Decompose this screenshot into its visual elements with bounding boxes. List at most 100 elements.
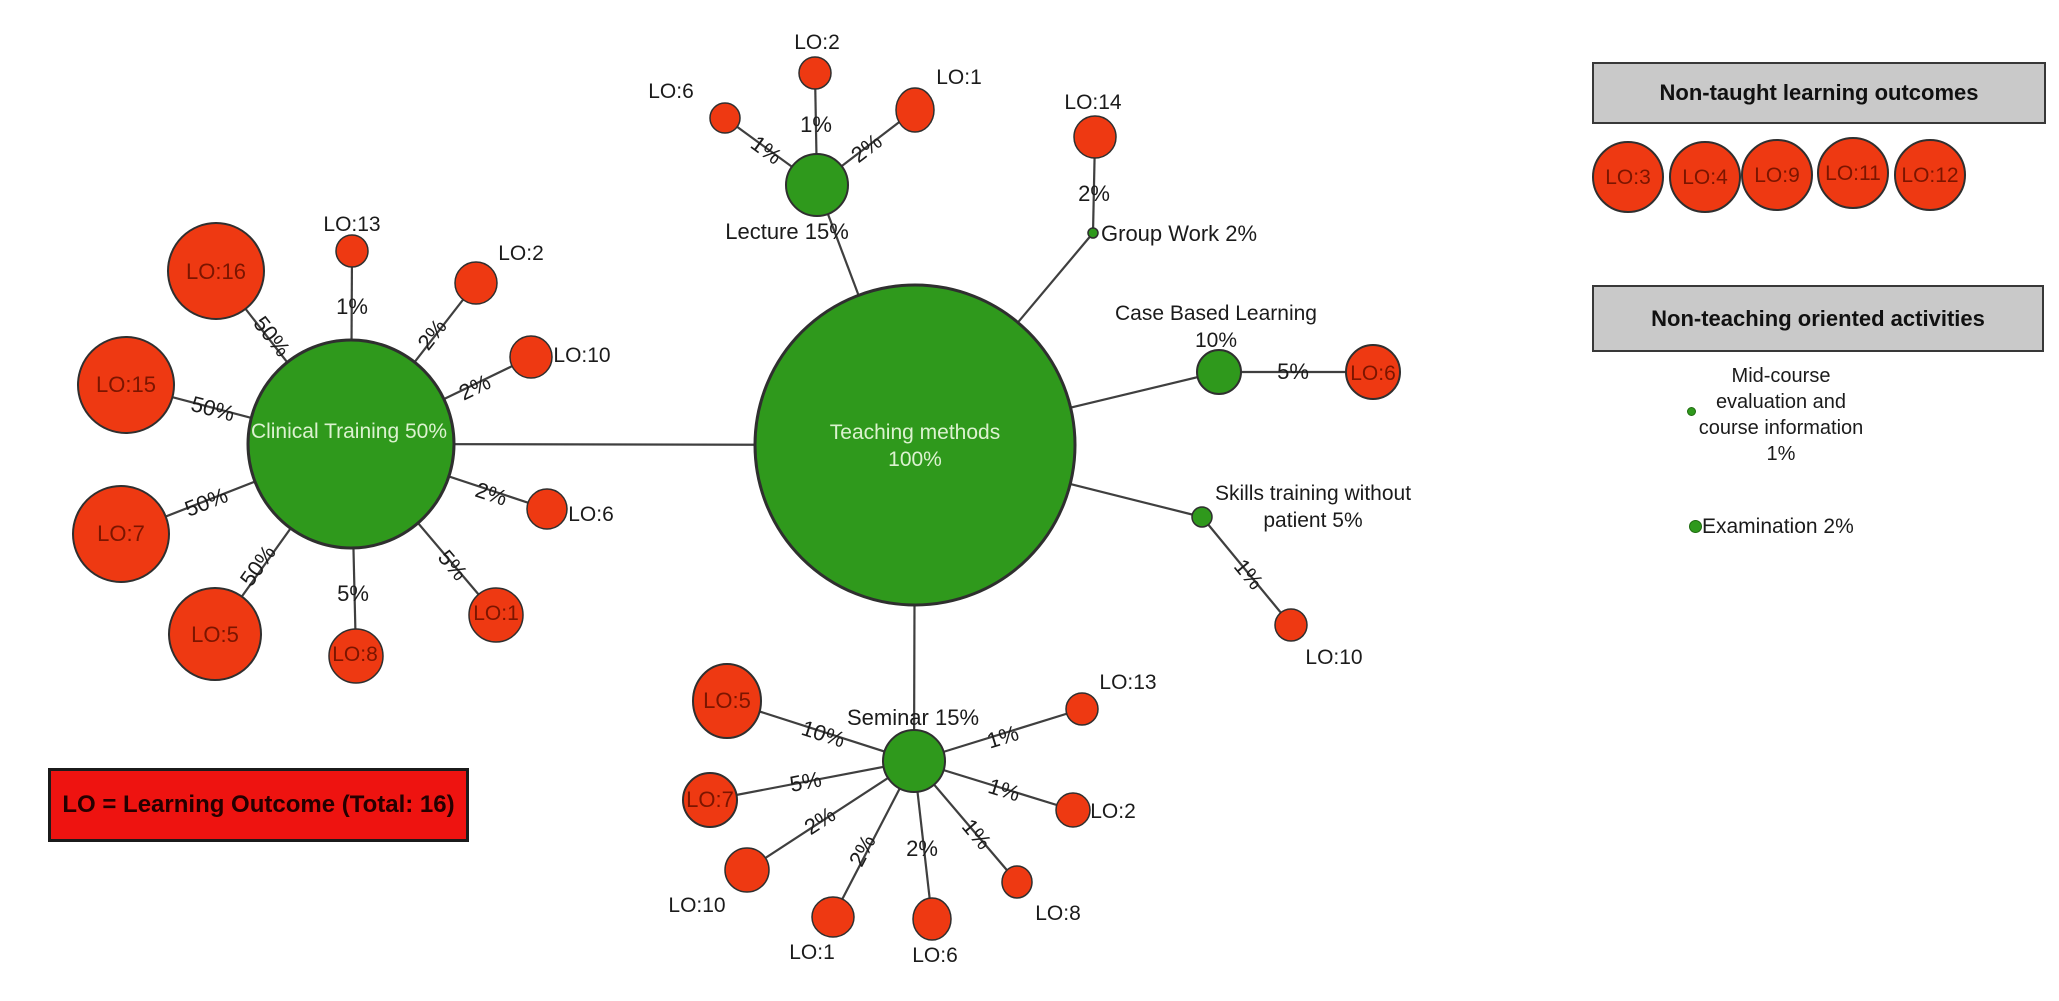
node-label-n11: LO:11 [1825, 162, 1881, 185]
edge-label-lecture-l1: 2% [846, 128, 886, 167]
node-label-cbl-1: 10% [1195, 329, 1237, 352]
edge-label-skills-sk10: 1% [1229, 554, 1269, 594]
node-c1 [468, 587, 524, 643]
non-teaching-panel-header: Non-teaching oriented activities [1592, 285, 2044, 352]
node-l2 [798, 56, 832, 90]
node-label-sk10: LO:10 [1305, 646, 1362, 669]
node-c10 [509, 335, 553, 379]
node-label-s1: LO:1 [789, 941, 835, 964]
node-label-groupwork: Group Work 2% [1101, 221, 1257, 246]
node-label-c16: LO:16 [186, 259, 246, 284]
node-s13 [1065, 692, 1099, 726]
node-label-skills-1: patient 5% [1263, 509, 1362, 532]
edge-label-seminar-s5: 10% [799, 715, 849, 752]
edge-label-cbl-cb6: 5% [1277, 359, 1309, 384]
node-label-s10: LO:10 [668, 894, 725, 917]
node-label-skills-0: Skills training without [1215, 482, 1411, 505]
edge-label-seminar-s6: 2% [906, 836, 938, 861]
edge-label-seminar-s10: 2% [800, 802, 840, 840]
edge-skills-sk10 [1201, 516, 1292, 626]
node-label-teaching-0: Teaching methods [830, 421, 1000, 444]
node-label-s8: LO:8 [1035, 902, 1081, 925]
node-groupwork [1087, 227, 1099, 239]
lo-legend-box: LO = Learning Outcome (Total: 16) [48, 768, 469, 842]
edge-label-clinical-c10: 2% [455, 369, 495, 405]
node-label-cb6: LO:6 [1350, 362, 1396, 385]
edge-label-clinical-c15: 50% [188, 391, 237, 426]
node-s5 [692, 663, 762, 739]
examination-annotation: Examination 2% [1702, 515, 1854, 538]
edge-label-lecture-l6: 1% [746, 130, 786, 169]
node-c15 [77, 336, 175, 434]
edge-label-seminar-s7: 5% [788, 766, 824, 797]
edge-seminar-s7 [709, 759, 915, 802]
node-c16 [167, 222, 265, 320]
lo-legend-text: LO = Learning Outcome (Total: 16) [62, 791, 455, 818]
node-label-lecture: Lecture 15% [725, 219, 849, 244]
node-s8 [1001, 865, 1033, 899]
node-sk10 [1274, 608, 1308, 642]
node-seminar [882, 729, 946, 793]
edge-label-clinical-c16: 50% [249, 311, 296, 361]
node-c7 [72, 485, 170, 583]
edge-label-seminar-s13: 1% [984, 720, 1022, 753]
node-label-c15: LO:15 [96, 372, 156, 397]
node-label-teaching-1: 100% [888, 448, 942, 471]
node-label-cbl-0: Case Based Learning [1115, 302, 1317, 325]
node-label-l6: LO:6 [648, 80, 694, 103]
edge-label-clinical-c5: 50% [235, 540, 281, 590]
node-teaching [753, 283, 1077, 607]
node-label-g14: LO:14 [1064, 91, 1122, 114]
node-label-n4: LO:4 [1682, 166, 1728, 189]
nodes-layer [72, 56, 1966, 941]
node-label-s2: LO:2 [1090, 800, 1136, 823]
node-c2 [454, 261, 498, 305]
node-label-c6: LO:6 [568, 503, 614, 526]
edge-label-lecture-l2: 1% [800, 112, 832, 137]
node-c13 [335, 234, 369, 268]
node-label-n12: LO:12 [1901, 164, 1958, 187]
node-n12 [1894, 139, 1966, 211]
node-s2 [1055, 792, 1091, 828]
edge-label-clinical-c6: 2% [472, 477, 510, 511]
edge-label-seminar-s2: 1% [985, 773, 1023, 806]
node-n11 [1817, 137, 1889, 209]
edge-label-clinical-c8: 5% [337, 581, 369, 606]
node-lecture [785, 153, 849, 217]
node-s7 [682, 772, 738, 828]
edge-seminar-s10 [746, 760, 915, 871]
node-c6 [526, 488, 568, 530]
node-c5 [168, 587, 262, 681]
node-label-c7: LO:7 [97, 521, 145, 546]
node-s10 [724, 847, 770, 893]
node-label-c8: LO:8 [332, 643, 378, 666]
node-cbl [1196, 349, 1242, 395]
node-label-c1: LO:1 [473, 602, 519, 625]
edge-label-clinical-c7: 50% [181, 482, 231, 521]
node-label-c5: LO:5 [191, 622, 239, 647]
node-skills [1191, 506, 1213, 528]
node-label-l2: LO:2 [794, 31, 840, 54]
node-l6 [709, 102, 741, 134]
node-label-n3: LO:3 [1605, 166, 1651, 189]
node-label-c13: LO:13 [323, 213, 380, 236]
node-s1 [811, 896, 855, 938]
mid-course-dot-icon [1687, 407, 1696, 416]
node-label-clinical: Clinical Training 50% [251, 420, 447, 443]
node-s6 [912, 897, 952, 941]
edge-label-groupwork-g14: 2% [1078, 181, 1110, 206]
node-n3 [1592, 141, 1664, 213]
node-label-s5: LO:5 [703, 688, 751, 713]
non-teaching-title: Non-teaching oriented activities [1651, 305, 1985, 331]
node-clinical [246, 338, 456, 550]
examination-dot-icon [1689, 520, 1702, 533]
node-cb6 [1345, 344, 1401, 400]
node-n4 [1669, 141, 1741, 213]
node-n9 [1741, 139, 1813, 211]
non-taught-panel-header: Non-taught learning outcomes [1592, 62, 2046, 124]
mid-course-annotation: Mid-course evaluation and course informa… [1698, 365, 1864, 465]
node-l1 [895, 87, 935, 133]
non-taught-title: Non-taught learning outcomes [1659, 80, 1979, 105]
